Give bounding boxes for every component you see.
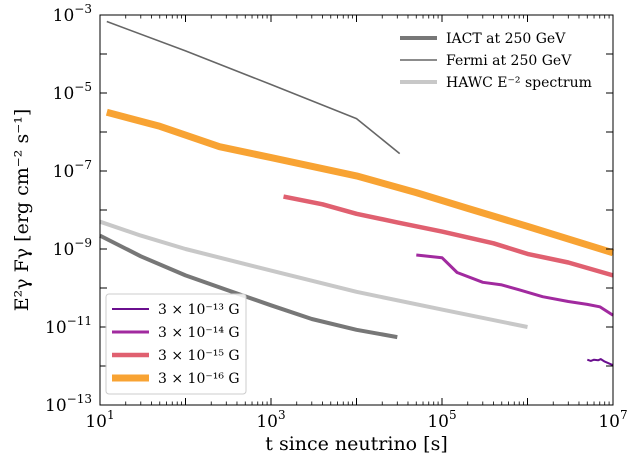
x-tick-label: 101 [85,408,114,432]
x-axis-label: t since neutrino [s] [265,433,447,455]
legend-upper-label: Fermi at 250 GeV [446,53,572,69]
y-axis-label: E²γ Fγ [erg cm⁻² s⁻¹] [11,109,33,312]
y-tick-label: 10−9 [53,236,92,260]
series-layer [99,20,615,367]
x-tick-label: 107 [598,408,627,432]
plot-area: 101 103 105 107 10−13 10−11 10−9 10−7 10−5 10−3 [45,2,628,432]
series-line-hawc [99,219,528,329]
legend-upper: IACT at 250 GeV Fermi at 250 GeV HAWC E⁻² … [400,31,592,91]
series-line-b14 [416,253,614,317]
y-tick-label: 10−11 [45,314,92,338]
legend-lower-label: 3 × 10⁻¹⁵ G [158,348,240,364]
y-tick-label: 10−7 [53,158,92,182]
legend-lower-label: 3 × 10⁻¹⁶ G [158,371,240,387]
x-tick-label: 103 [256,408,285,432]
legend-upper-label: HAWC E⁻² spectrum [446,75,592,91]
series-line-iact [99,233,398,340]
series-line-b15 [283,194,614,278]
legend-lower-label: 3 × 10⁻¹³ G [158,302,240,318]
y-tick-label: 10−13 [45,392,92,416]
x-tick-label: 105 [427,408,456,432]
series-line-fermi [106,20,401,155]
ticks-layer: 101 103 105 107 10−13 10−11 10−9 10−7 10−5 10−3 [45,2,628,432]
series-line-b13 [586,358,614,367]
legend-lower: 3 × 10⁻¹³ G 3 × 10⁻¹⁴ G 3 × 10⁻¹⁵ G 3 × 10⁻… [105,293,247,395]
legend-lower-label: 3 × 10⁻¹⁴ G [158,325,240,341]
y-tick-label: 10−3 [53,2,92,26]
legend-lower-box [105,293,247,395]
legend-upper-label: IACT at 250 GeV [446,31,566,47]
y-tick-label: 10−5 [53,80,92,104]
series-line-b16 [105,108,615,257]
